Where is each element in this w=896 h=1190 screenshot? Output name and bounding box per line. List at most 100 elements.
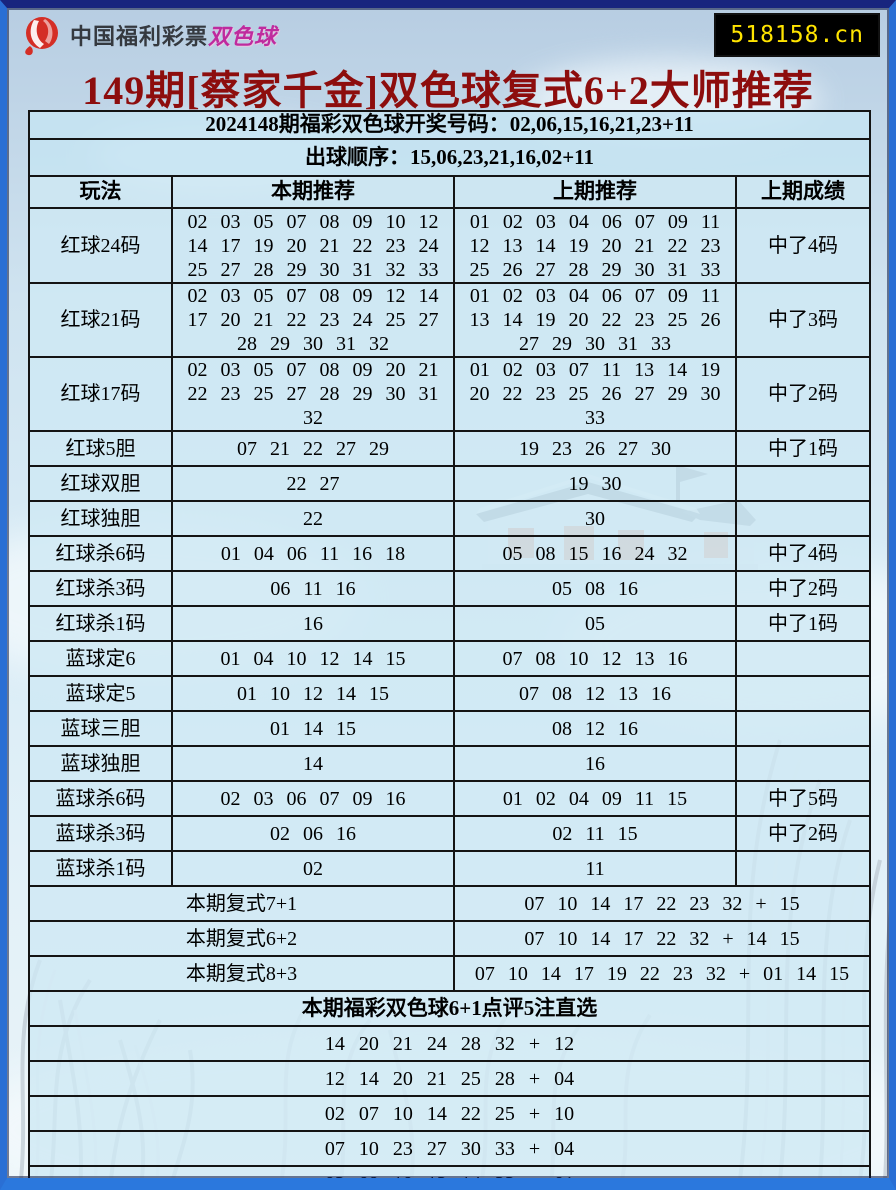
row-label: 红球杀6码 bbox=[28, 535, 173, 572]
result-badge bbox=[735, 675, 871, 712]
row-label: 红球21码 bbox=[28, 282, 173, 358]
row-label: 红球5胆 bbox=[28, 430, 173, 467]
previous-numbers: 01 02 03 04 06 07 09 11 12 13 14 19 20 2… bbox=[453, 207, 737, 284]
row-label: 蓝球独胆 bbox=[28, 745, 173, 782]
china-welfare-lottery-logo-icon bbox=[25, 17, 58, 56]
column-header-current: 本期推荐 bbox=[171, 175, 455, 209]
column-header-playtype: 玩法 bbox=[28, 175, 173, 209]
table-row: 红球杀6码 01 04 06 11 16 18 05 08 15 16 24 3… bbox=[28, 535, 871, 572]
complex-label: 本期复式6+2 bbox=[28, 920, 455, 957]
column-header-previous: 上期推荐 bbox=[453, 175, 737, 209]
current-numbers: 02 03 06 07 09 16 bbox=[171, 780, 455, 817]
result-badge bbox=[735, 745, 871, 782]
current-numbers: 06 11 16 bbox=[171, 570, 455, 607]
game-name-label: 双色球 bbox=[208, 24, 278, 49]
result-badge: 中了4码 bbox=[735, 207, 871, 284]
recommendation-table: 2024148期福彩双色球开奖号码：02,06,15,16,21,23+11 出… bbox=[28, 110, 871, 1190]
complex-label: 本期复式7+1 bbox=[28, 885, 455, 922]
previous-numbers: 19 23 26 27 30 bbox=[453, 430, 737, 467]
brand-bar: 中国福利彩票 双色球 518158.cn bbox=[20, 12, 878, 58]
page-title: 149期[蔡家千金]双色球复式6+2大师推荐 bbox=[82, 68, 814, 113]
current-numbers: 02 06 16 bbox=[171, 815, 455, 852]
table-row: 蓝球三胆 01 14 15 08 12 16 bbox=[28, 710, 871, 747]
review-row: 02 07 10 14 22 25 + 10 bbox=[28, 1095, 871, 1132]
current-numbers: 02 03 05 07 08 09 10 12 14 17 19 20 21 2… bbox=[171, 207, 455, 284]
table-header-row: 玩法 本期推荐 上期推荐 上期成绩 bbox=[28, 175, 871, 209]
review-row: 12 14 20 21 25 28 + 04 bbox=[28, 1060, 871, 1097]
table-row: 蓝球杀1码 02 11 bbox=[28, 850, 871, 887]
result-badge: 中了4码 bbox=[735, 535, 871, 572]
result-badge: 中了2码 bbox=[735, 570, 871, 607]
current-numbers: 22 bbox=[171, 500, 455, 537]
result-badge: 中了2码 bbox=[735, 356, 871, 432]
previous-numbers: 11 bbox=[453, 850, 737, 887]
complex-row: 本期复式7+1 07 10 14 17 22 23 32 + 15 bbox=[28, 885, 871, 922]
result-badge: 中了1码 bbox=[735, 430, 871, 467]
review-title-row: 本期福彩双色球6+1点评5注直选 bbox=[28, 990, 871, 1027]
column-header-result: 上期成绩 bbox=[735, 175, 871, 209]
row-label: 红球24码 bbox=[28, 207, 173, 284]
row-label: 红球17码 bbox=[28, 356, 173, 432]
draw-order-text: 出球顺序：15,06,23,21,16,02+11 bbox=[28, 138, 871, 177]
current-numbers: 01 04 10 12 14 15 bbox=[171, 640, 455, 677]
draw-order-row: 出球顺序：15,06,23,21,16,02+11 bbox=[28, 138, 871, 177]
current-numbers: 01 14 15 bbox=[171, 710, 455, 747]
current-numbers: 14 bbox=[171, 745, 455, 782]
previous-numbers: 07 08 10 12 13 16 bbox=[453, 640, 737, 677]
previous-numbers: 05 08 15 16 24 32 bbox=[453, 535, 737, 572]
result-badge bbox=[735, 500, 871, 537]
review-numbers: 02 07 10 14 22 25 + 10 bbox=[28, 1095, 871, 1132]
complex-label: 本期复式8+3 bbox=[28, 955, 455, 992]
previous-numbers: 16 bbox=[453, 745, 737, 782]
table-row: 蓝球定6 01 04 10 12 14 15 07 08 10 12 13 16 bbox=[28, 640, 871, 677]
previous-numbers: 08 12 16 bbox=[453, 710, 737, 747]
previous-numbers: 02 11 15 bbox=[453, 815, 737, 852]
review-row: 14 20 21 24 28 32 + 12 bbox=[28, 1025, 871, 1062]
review-title: 本期福彩双色球6+1点评5注直选 bbox=[28, 990, 871, 1027]
previous-numbers: 30 bbox=[453, 500, 737, 537]
row-label: 红球杀3码 bbox=[28, 570, 173, 607]
complex-numbers: 07 10 14 17 22 23 32 + 15 bbox=[453, 885, 871, 922]
current-numbers: 02 03 05 07 08 09 20 21 22 23 25 27 28 2… bbox=[171, 356, 455, 432]
table-row: 红球杀1码 16 05 中了1码 bbox=[28, 605, 871, 642]
previous-numbers: 01 02 03 07 11 13 14 19 20 22 23 25 26 2… bbox=[453, 356, 737, 432]
previous-numbers: 01 02 03 04 06 07 09 11 13 14 19 20 22 2… bbox=[453, 282, 737, 358]
current-numbers: 07 21 22 27 29 bbox=[171, 430, 455, 467]
result-badge: 中了3码 bbox=[735, 282, 871, 358]
result-badge: 中了5码 bbox=[735, 780, 871, 817]
row-label: 蓝球杀1码 bbox=[28, 850, 173, 887]
row-label: 红球独胆 bbox=[28, 500, 173, 537]
table-row: 红球5胆 07 21 22 27 29 19 23 26 27 30 中了1码 bbox=[28, 430, 871, 467]
table-row: 红球17码 02 03 05 07 08 09 20 21 22 23 25 2… bbox=[28, 356, 871, 432]
review-numbers: 12 14 20 21 25 28 + 04 bbox=[28, 1060, 871, 1097]
result-badge bbox=[735, 640, 871, 677]
draw-result-text: 2024148期福彩双色球开奖号码：02,06,15,16,21,23+11 bbox=[28, 110, 871, 140]
previous-numbers: 19 30 bbox=[453, 465, 737, 502]
review-numbers: 07 10 23 27 30 33 + 04 bbox=[28, 1130, 871, 1167]
previous-numbers: 05 08 16 bbox=[453, 570, 737, 607]
row-label: 红球双胆 bbox=[28, 465, 173, 502]
table-row: 蓝球独胆 14 16 bbox=[28, 745, 871, 782]
table-row: 红球24码 02 03 05 07 08 09 10 12 14 17 19 2… bbox=[28, 207, 871, 284]
row-label: 蓝球杀3码 bbox=[28, 815, 173, 852]
previous-numbers: 01 02 04 09 11 15 bbox=[453, 780, 737, 817]
result-badge bbox=[735, 850, 871, 887]
site-domain-link[interactable]: 518158.cn bbox=[716, 15, 878, 55]
table-row: 蓝球定5 01 10 12 14 15 07 08 12 13 16 bbox=[28, 675, 871, 712]
review-row: 03 09 10 12 14 23 + 01 bbox=[28, 1165, 871, 1190]
table-row: 红球独胆 22 30 bbox=[28, 500, 871, 537]
row-label: 蓝球定6 bbox=[28, 640, 173, 677]
review-numbers: 14 20 21 24 28 32 + 12 bbox=[28, 1025, 871, 1062]
table-row: 蓝球杀6码 02 03 06 07 09 16 01 02 04 09 11 1… bbox=[28, 780, 871, 817]
current-numbers: 01 10 12 14 15 bbox=[171, 675, 455, 712]
previous-numbers: 05 bbox=[453, 605, 737, 642]
table-row: 红球杀3码 06 11 16 05 08 16 中了2码 bbox=[28, 570, 871, 607]
table-row: 红球双胆 22 27 19 30 bbox=[28, 465, 871, 502]
table-row: 红球21码 02 03 05 07 08 09 12 14 17 20 21 2… bbox=[28, 282, 871, 358]
review-row: 07 10 23 27 30 33 + 04 bbox=[28, 1130, 871, 1167]
result-badge: 中了1码 bbox=[735, 605, 871, 642]
complex-numbers: 07 10 14 17 19 22 23 32 + 01 14 15 bbox=[453, 955, 871, 992]
current-numbers: 02 03 05 07 08 09 12 14 17 20 21 22 23 2… bbox=[171, 282, 455, 358]
table-row: 蓝球杀3码 02 06 16 02 11 15 中了2码 bbox=[28, 815, 871, 852]
